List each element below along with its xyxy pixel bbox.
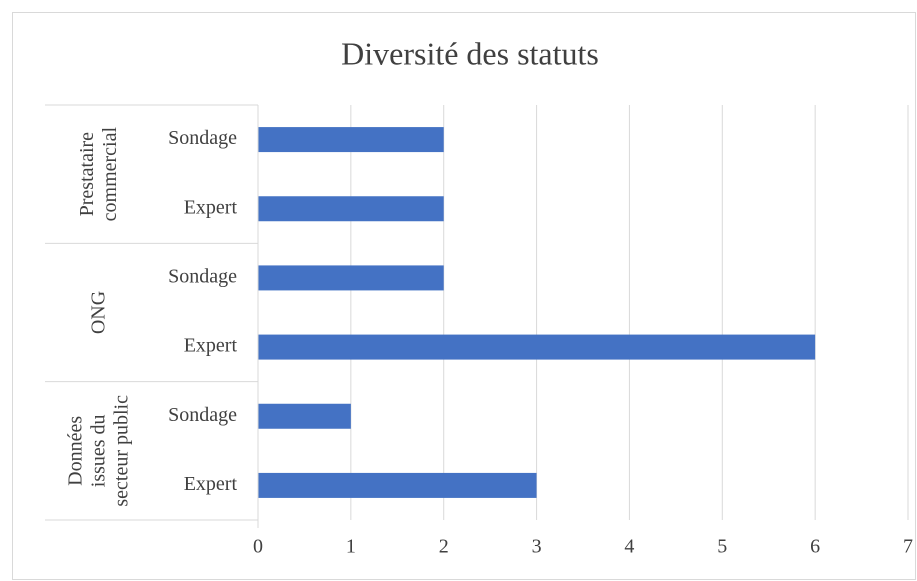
- bar: [258, 196, 444, 222]
- y-tick-label: Expert: [184, 335, 238, 357]
- bar: [258, 334, 816, 360]
- x-tick-label: 7: [903, 536, 913, 558]
- x-tick-label: 5: [717, 536, 727, 558]
- group-label: commercial: [99, 127, 121, 222]
- y-tick-label: Sondage: [168, 266, 237, 288]
- group-label: Prestataire: [76, 132, 98, 217]
- bar: [258, 265, 444, 291]
- y-tick-label: Sondage: [168, 127, 237, 149]
- y-tick-label: Expert: [184, 196, 238, 218]
- x-tick-label: 1: [346, 536, 356, 558]
- bar: [258, 472, 537, 498]
- chart-title: Diversité des statuts: [341, 35, 599, 71]
- x-tick-label: 6: [810, 536, 820, 558]
- group-label: secteur public: [111, 395, 133, 507]
- bar: [258, 403, 351, 429]
- x-tick-label: 3: [532, 536, 542, 558]
- x-tick-label: 0: [253, 536, 263, 558]
- group-label: ONG: [88, 291, 110, 334]
- bar: [258, 127, 444, 153]
- x-tick-label: 2: [439, 536, 449, 558]
- group-label: issues du: [88, 414, 110, 487]
- group-label: Données: [65, 416, 87, 486]
- y-tick-label: Expert: [184, 473, 238, 495]
- y-tick-label: Sondage: [168, 404, 237, 426]
- x-tick-label: 4: [624, 536, 634, 558]
